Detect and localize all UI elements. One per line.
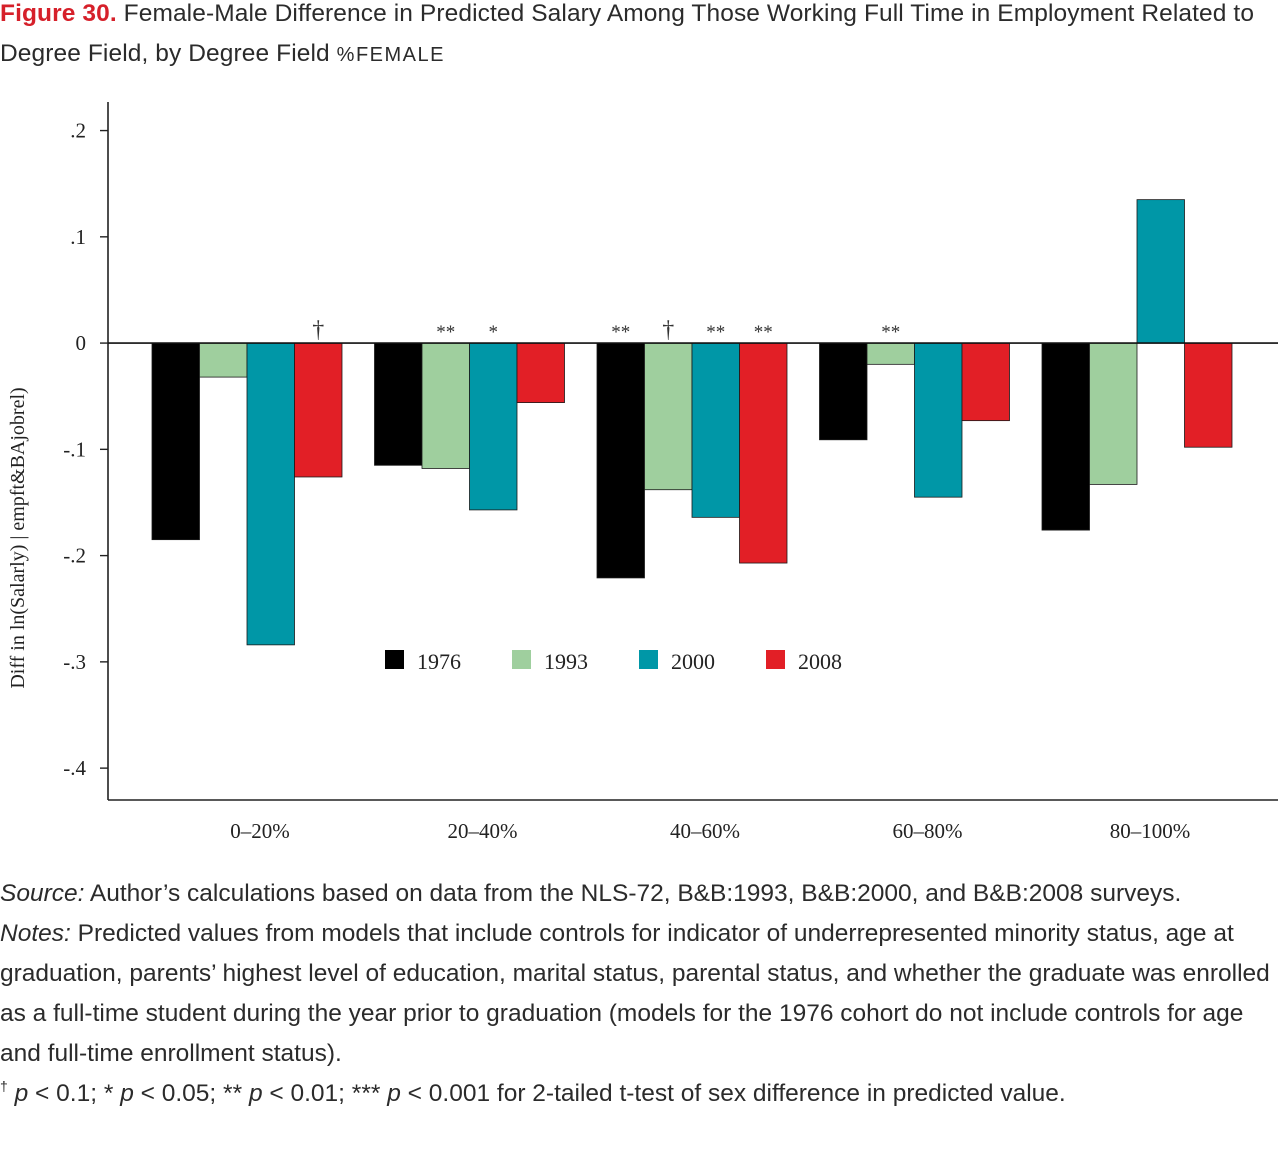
bar-1976 [151,342,200,541]
figure-title-text: Female-Male Difference in Predicted Sala… [0,0,1255,67]
p-symbol: p [248,1080,263,1107]
sig-text: < 0.05; ** [133,1080,249,1107]
bar-2008 [1184,342,1233,448]
notes-label: Notes: [0,920,71,947]
bar-2000 [691,342,740,518]
x-category-label: 20–40% [448,819,518,843]
legend-label-1976: 1976 [417,649,461,674]
legend-swatch-2000 [639,650,658,669]
bar-2000 [246,342,295,646]
notes-text: Predicted values from models that includ… [0,920,1270,1067]
y-axis-label: Diff in ln(Salarly) | empft&BAjobrel) [7,387,29,688]
source-label: Source: [0,880,85,907]
legend-label-2000: 2000 [671,649,715,674]
bar-1976 [374,342,423,466]
bar-2000 [914,342,963,498]
sig-text: < 0.1; * [28,1080,121,1107]
bar-2008 [294,342,343,478]
bar-chart: .2 .1 0 -.1 -.2 -.3 -.4 0–20% 20–40% 40–60% 60–80%… [7,102,1278,843]
figure-notes: Source: Author’s calculations based on d… [0,874,1278,1116]
y-tick-label: .2 [70,119,86,143]
significance-marker: ** [611,322,630,343]
bar-1976 [819,342,868,441]
sig-text: < 0.001 for 2-tailed t-test of sex diffe… [400,1080,1066,1107]
legend-swatch-1993 [512,650,531,669]
significance-marker: ** [706,322,725,343]
significance-marker: ** [436,322,455,343]
bar-1993 [1089,342,1138,485]
bar-2008 [961,342,1010,422]
significance-marker: * [489,322,499,343]
bar-1976 [1041,342,1090,531]
bar-2000 [469,342,518,511]
significance-marker: † [662,317,674,343]
x-category-label: 0–20% [230,819,290,843]
x-category-label: 40–60% [670,819,740,843]
source-text: Author’s calculations based on data from… [89,880,1182,907]
significance-note: † p < 0.1; * p < 0.05; ** p < 0.01; *** … [0,1074,1278,1116]
y-tick-label: -.3 [63,650,86,674]
legend-swatch-2008 [766,650,785,669]
x-category-label: 80–100% [1110,819,1191,843]
p-symbol: p [120,1080,134,1107]
bar-2008 [516,342,565,403]
bar-1993 [644,342,693,491]
x-category-label: 60–80% [893,819,963,843]
legend-label-1993: 1993 [544,649,588,674]
source-note: Source: Author’s calculations based on d… [0,874,1278,914]
dagger-mark: † [0,1078,8,1094]
bar-2000 [1136,199,1185,344]
notes-paragraph: Notes: Predicted values from models that… [0,914,1278,1074]
bar-1993 [199,342,248,378]
significance-marker: ** [881,322,900,343]
p-symbol: p [14,1080,29,1107]
sig-text: < 0.01; *** [262,1080,388,1107]
figure-title: Figure 30. Female-Male Difference in Pre… [0,0,1278,75]
y-tick-label: 0 [76,331,87,355]
bar-1993 [421,342,470,469]
y-tick-label: -.4 [63,756,86,780]
bar-1993 [866,342,915,365]
significance-marker: † [312,317,324,343]
legend-label-2008: 2008 [798,649,842,674]
significance-marker: ** [754,322,773,343]
y-tick-label: -.2 [63,544,86,568]
legend-swatch-1976 [385,650,404,669]
p-symbol: p [387,1080,401,1107]
figure-label: Figure 30. [0,0,117,27]
bar-2008 [739,342,788,564]
y-tick-label: -.1 [63,437,86,461]
figure-title-pct: %FEMALE [336,44,445,66]
y-tick-label: .1 [70,225,86,249]
bar-1976 [596,342,645,579]
